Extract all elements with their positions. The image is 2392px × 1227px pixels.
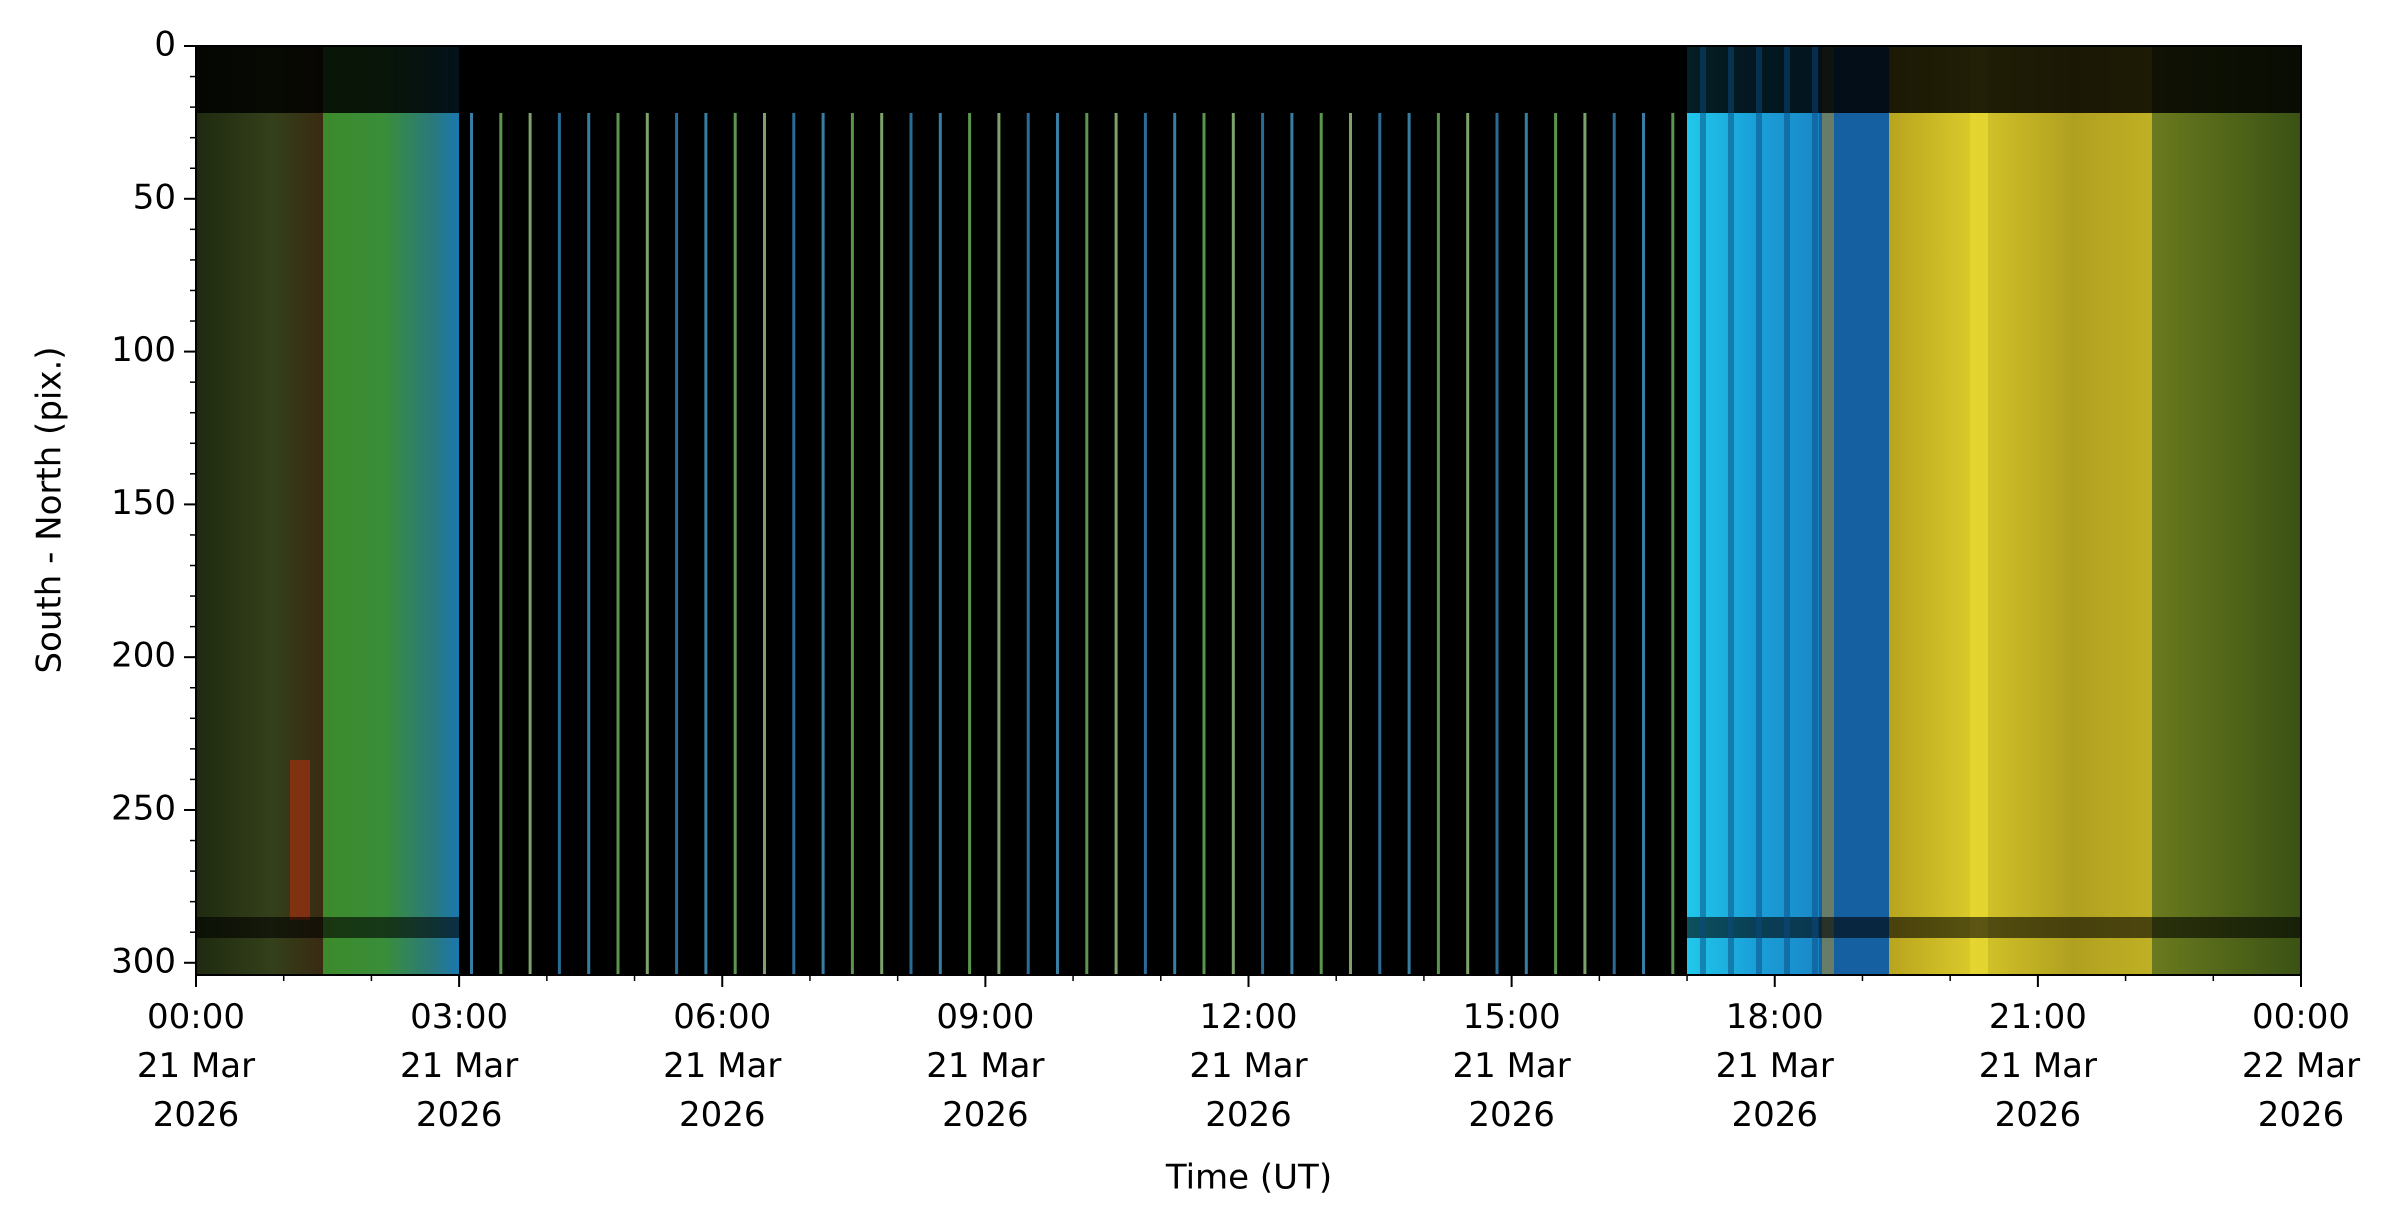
- image-streak: [1378, 113, 1382, 975]
- image-streak: [792, 113, 796, 975]
- x-tick-label: 12:00 21 Mar 2026: [1189, 997, 1308, 1135]
- y-tick-label: 100: [111, 330, 176, 370]
- y-tick-label: 50: [133, 177, 176, 217]
- image-streak: [1202, 113, 1206, 975]
- x-tick-label: 06:00 21 Mar 2026: [663, 997, 782, 1135]
- image-streak: [938, 113, 942, 975]
- x-tick-label: 00:00 21 Mar 2026: [136, 997, 256, 1135]
- image-streak: [880, 113, 884, 975]
- x-tick-label: 00:00 22 Mar 2026: [2241, 997, 2361, 1135]
- image-streak: [1812, 46, 1818, 975]
- image-streak: [587, 113, 591, 975]
- image-streak: [968, 113, 972, 975]
- image-streak: [763, 113, 766, 975]
- image-streak: [616, 113, 620, 975]
- image-streak: [1349, 113, 1352, 975]
- image-streak: [1554, 113, 1558, 975]
- image-streak: [1524, 113, 1528, 975]
- image-streak: [1290, 113, 1294, 975]
- keogram-image: [196, 46, 2301, 975]
- image-streak: [1026, 113, 1030, 975]
- image-streak: [1436, 113, 1440, 975]
- image-streak: [850, 113, 854, 975]
- x-tick-label: 15:00 21 Mar 2026: [1452, 997, 1571, 1135]
- image-streak: [733, 113, 737, 975]
- image-streak: [675, 113, 679, 975]
- image-streak: [1583, 113, 1587, 975]
- image-streak: [557, 113, 561, 975]
- image-streak: [909, 113, 913, 975]
- image-streak: [821, 113, 825, 975]
- y-tick-label: 150: [111, 483, 176, 523]
- image-streak: [997, 113, 1001, 975]
- image-streak: [1784, 46, 1790, 975]
- image-streak: [645, 113, 649, 975]
- image-streak: [1756, 46, 1762, 975]
- image-streak: [528, 113, 532, 975]
- x-tick-label: 21:00 21 Mar 2026: [1978, 997, 2097, 1135]
- image-streak: [1700, 46, 1706, 975]
- image-streak: [1056, 113, 1059, 975]
- x-axis-title: Time (UT): [1165, 1158, 1332, 1198]
- image-streak: [1231, 113, 1235, 975]
- image-streak: [1173, 113, 1177, 975]
- image-streak: [1407, 113, 1411, 975]
- image-streak: [470, 113, 473, 975]
- image-streak: [1319, 113, 1323, 975]
- image-streak: [704, 113, 708, 975]
- y-tick-label: 300: [111, 941, 176, 981]
- x-tick-label: 03:00 21 Mar 2026: [400, 997, 519, 1135]
- y-tick-label: 0: [154, 25, 176, 65]
- image-streak: [499, 113, 503, 975]
- y-axis-title: South - North (pix.): [30, 346, 70, 673]
- image-streak: [1642, 113, 1645, 975]
- image-streak: [1261, 113, 1265, 975]
- image-streak: [1495, 113, 1499, 975]
- image-streak: [1671, 113, 1675, 975]
- y-tick-label: 250: [111, 788, 176, 828]
- image-streak: [1085, 113, 1089, 975]
- image-streak: [1143, 113, 1147, 975]
- image-streak: [1466, 113, 1470, 975]
- image-streak: [1612, 113, 1616, 975]
- image-streak: [1114, 113, 1118, 975]
- y-tick-label: 200: [111, 636, 176, 676]
- image-streak: [1728, 46, 1734, 975]
- x-tick-label: 09:00 21 Mar 2026: [926, 997, 1045, 1135]
- x-tick-label: 18:00 21 Mar 2026: [1715, 997, 1834, 1135]
